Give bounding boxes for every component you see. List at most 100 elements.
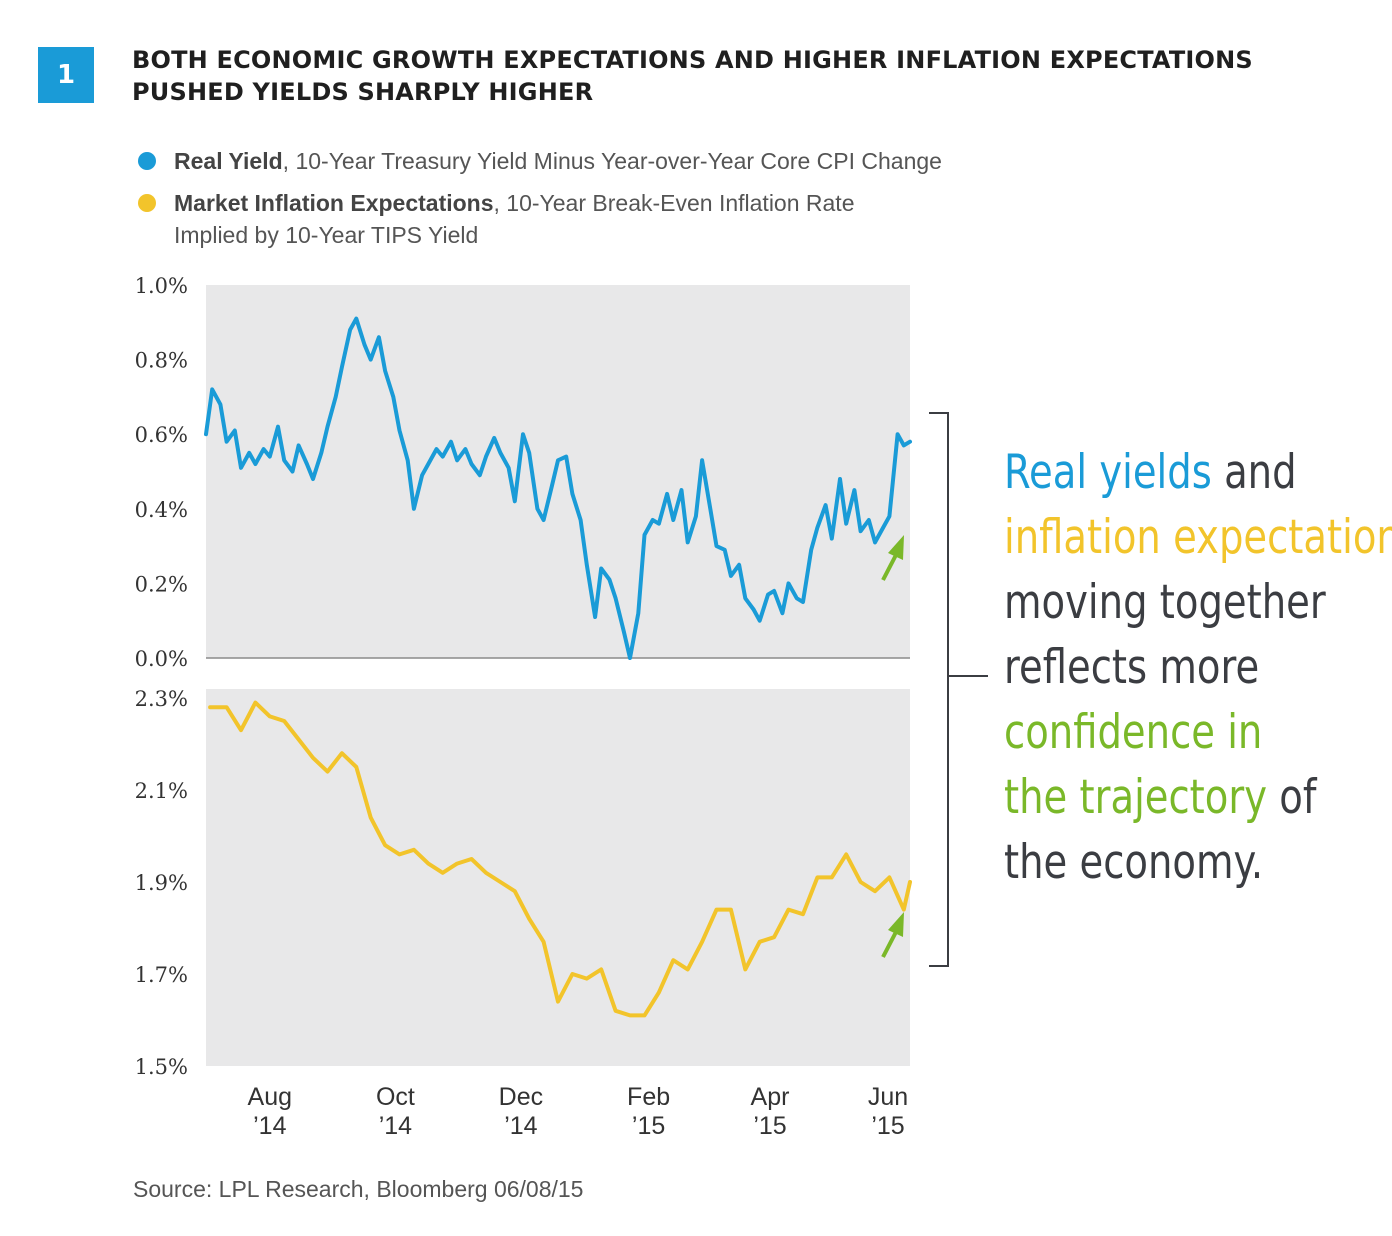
callout-bracket bbox=[929, 412, 949, 967]
inflation-point bbox=[758, 940, 762, 944]
inflation-point bbox=[239, 728, 243, 732]
y-tick-label: 2.3% bbox=[135, 687, 188, 711]
real-yield-point bbox=[873, 540, 877, 544]
x-tick-month: Jun bbox=[868, 1083, 908, 1111]
inflation-point bbox=[729, 908, 733, 912]
legend-dot-blue bbox=[138, 152, 156, 170]
real-yield-point bbox=[369, 358, 373, 362]
real-yield-point bbox=[908, 440, 912, 444]
legend-dot-yellow bbox=[138, 194, 156, 212]
real-yield-point bbox=[780, 611, 784, 615]
inflation-point bbox=[715, 908, 718, 912]
real-yield-point bbox=[708, 507, 712, 511]
real-yield-point bbox=[348, 328, 352, 332]
real-yield-point bbox=[426, 462, 430, 466]
inflation-point bbox=[470, 857, 473, 861]
real-yield-point bbox=[593, 615, 597, 619]
x-tick-month: Oct bbox=[376, 1083, 415, 1111]
real-yield-point bbox=[795, 596, 799, 600]
inflation-point bbox=[787, 908, 790, 912]
real-yield-point bbox=[651, 518, 655, 522]
x-tick-year: ’15 bbox=[871, 1112, 904, 1140]
callout-the-economy: the economy. bbox=[1004, 835, 1264, 890]
real-yield-point bbox=[643, 533, 646, 537]
real-yield-point bbox=[801, 600, 805, 604]
real-yield-point bbox=[824, 503, 828, 507]
inflation-point bbox=[484, 871, 488, 875]
y-tick-label: 1.7% bbox=[135, 963, 188, 987]
y-tick-label: 0.6% bbox=[135, 423, 188, 447]
real-yield-point bbox=[435, 447, 438, 451]
real-yield-point bbox=[680, 488, 683, 492]
legend-item-real-yield: Real Yield, 10-Year Treasury Yield Minus… bbox=[138, 145, 942, 177]
legend-label-rest: , 10-Year Break-Even Inflation Rate bbox=[493, 190, 855, 216]
real-yield-point bbox=[844, 522, 848, 526]
real-yield-point bbox=[319, 451, 323, 455]
real-yield-point bbox=[253, 462, 257, 466]
real-yield-point bbox=[723, 548, 727, 552]
inflation-points bbox=[208, 701, 912, 1017]
real-yield-point bbox=[614, 596, 618, 600]
y-tick-label: 0.0% bbox=[135, 647, 188, 671]
real-yield-point bbox=[210, 387, 214, 391]
real-yield-point bbox=[564, 455, 568, 459]
real-yield-point bbox=[412, 507, 416, 511]
y-tick-label: 1.9% bbox=[135, 871, 188, 895]
y-tick-label: 0.4% bbox=[135, 498, 188, 522]
x-tick-year: ’14 bbox=[253, 1112, 286, 1140]
inflation-line bbox=[208, 700, 912, 1018]
real-yield-point bbox=[282, 458, 286, 462]
real-yield-point bbox=[671, 518, 675, 522]
y-tick-label: 0.8% bbox=[135, 349, 188, 373]
real-yield-point bbox=[398, 429, 401, 432]
inflation-point bbox=[657, 990, 661, 994]
real-yield-point bbox=[859, 529, 863, 533]
real-yield-point bbox=[420, 473, 424, 477]
real-yield-point bbox=[527, 451, 531, 455]
real-yield-point bbox=[686, 540, 690, 544]
real-yield-point bbox=[830, 537, 834, 541]
y-tick-label: 0.2% bbox=[135, 572, 188, 596]
inflation-point bbox=[542, 940, 546, 944]
real-yield-point bbox=[383, 369, 387, 373]
real-yield-point bbox=[334, 395, 338, 399]
real-yield-point bbox=[363, 343, 366, 347]
real-yield-point bbox=[377, 335, 381, 339]
real-yield-point bbox=[291, 470, 294, 473]
real-yield-point bbox=[492, 436, 496, 440]
legend-item-inflation: Market Inflation Expectations, 10-Year B… bbox=[138, 187, 855, 251]
inflation-point bbox=[369, 816, 373, 820]
real-yield-point bbox=[815, 526, 819, 529]
real-yield-point bbox=[896, 432, 900, 436]
inflation-y-ticks: 2.3% 2.1% 1.9% 1.7% 1.5% bbox=[135, 687, 188, 1079]
x-tick-month: Dec bbox=[499, 1083, 543, 1111]
legend-label-rest: , 10-Year Treasury Yield Minus Year-over… bbox=[282, 148, 942, 174]
real-yield-point bbox=[599, 567, 603, 570]
legend-label-bold: Real Yield bbox=[174, 148, 283, 174]
inflation-point bbox=[268, 714, 272, 718]
inflation-point bbox=[282, 719, 286, 723]
real-yield-point bbox=[715, 544, 718, 548]
inflation-point bbox=[614, 1009, 618, 1013]
real-yield-point bbox=[737, 563, 741, 567]
inflation-point bbox=[455, 862, 459, 866]
real-yield-panel bbox=[206, 285, 910, 658]
inflation-point bbox=[426, 862, 430, 866]
real-yield-point bbox=[311, 477, 315, 481]
real-yield-point bbox=[535, 507, 539, 511]
real-yield-point bbox=[391, 395, 395, 399]
real-yield-point bbox=[354, 317, 358, 321]
inflation-point bbox=[513, 889, 517, 893]
legend-label-line2: Implied by 10-Year TIPS Yield bbox=[174, 222, 479, 248]
real-yield-point bbox=[262, 447, 266, 451]
x-tick-year: ’14 bbox=[379, 1112, 412, 1140]
real-yield-point bbox=[470, 462, 473, 466]
inflation-point bbox=[556, 1000, 560, 1004]
inflation-panel bbox=[206, 689, 910, 1066]
inflation-point bbox=[412, 848, 416, 852]
real-yield-point bbox=[521, 432, 525, 436]
real-yield-point bbox=[455, 458, 459, 462]
real-yield-point bbox=[478, 473, 482, 477]
x-tick-year: ’15 bbox=[753, 1112, 786, 1140]
